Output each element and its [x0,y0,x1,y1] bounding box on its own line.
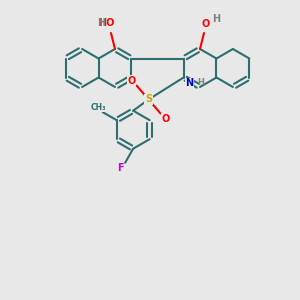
Text: F: F [117,163,124,173]
Text: O: O [128,76,136,85]
Text: H: H [97,18,105,28]
Text: CH₃: CH₃ [91,103,106,112]
Text: O: O [161,113,170,124]
Text: H: H [197,78,204,87]
Text: HO: HO [98,18,114,28]
Text: H: H [212,14,220,24]
Text: N: N [185,79,194,88]
Text: S: S [145,94,152,104]
Text: O: O [202,19,210,29]
